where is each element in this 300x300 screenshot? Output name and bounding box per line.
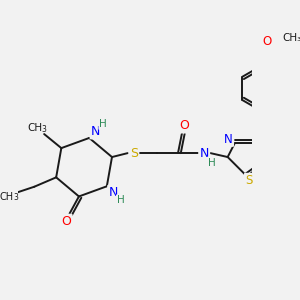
Text: O: O	[61, 215, 71, 228]
Text: N: N	[224, 133, 233, 146]
Text: N: N	[108, 186, 118, 199]
Text: H: H	[99, 119, 107, 129]
Text: S: S	[130, 147, 138, 160]
Text: 3: 3	[13, 193, 18, 202]
Text: N: N	[91, 125, 100, 138]
Text: O: O	[180, 119, 190, 132]
Text: N: N	[200, 147, 209, 160]
Text: 3: 3	[42, 125, 47, 134]
Text: CH: CH	[27, 123, 42, 133]
Text: CH₃: CH₃	[282, 33, 300, 43]
Text: S: S	[245, 174, 253, 187]
Text: CH: CH	[0, 192, 13, 202]
Text: O: O	[262, 35, 271, 48]
Text: H: H	[208, 158, 216, 167]
Text: H: H	[117, 195, 125, 206]
